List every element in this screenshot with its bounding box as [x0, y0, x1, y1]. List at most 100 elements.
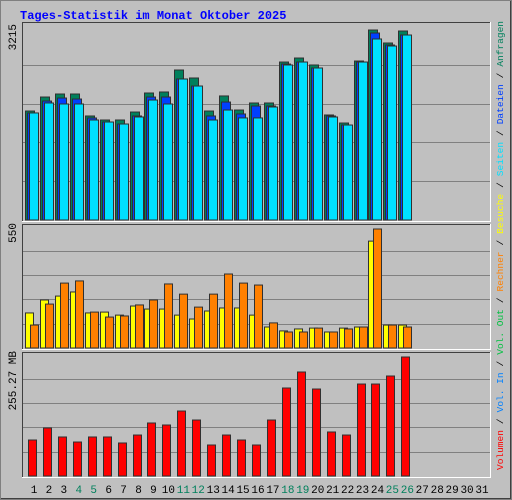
bar — [327, 431, 336, 477]
x-tick-label: 2 — [46, 485, 53, 497]
bar — [45, 303, 54, 349]
bar — [312, 388, 321, 477]
x-tick-label: 23 — [356, 485, 369, 497]
x-tick-label: 30 — [460, 485, 473, 497]
bar — [297, 371, 306, 477]
x-tick-label: 25 — [386, 485, 399, 497]
legend-entry: Vol. In — [495, 372, 506, 412]
bar — [267, 419, 276, 477]
bar — [178, 78, 188, 221]
x-tick-label: 11 — [177, 485, 191, 497]
bar — [74, 103, 84, 221]
bar — [43, 427, 52, 477]
bar — [342, 434, 351, 477]
bar — [147, 422, 156, 477]
bar — [387, 45, 397, 221]
legend-separator: / — [495, 182, 506, 188]
legend-entry: Dateien — [495, 84, 506, 124]
bar — [313, 67, 323, 221]
legend-entry: Anfragen — [495, 21, 506, 67]
legend-separator: / — [495, 360, 506, 366]
bar — [314, 327, 323, 349]
bar — [238, 117, 248, 221]
x-tick-label: 18 — [281, 485, 294, 497]
bar — [223, 109, 233, 221]
bar — [283, 64, 293, 221]
x-tick-label: 22 — [341, 485, 354, 497]
bar — [149, 299, 158, 349]
bar — [163, 103, 173, 221]
bar — [193, 85, 203, 221]
legend-entry: Seiten — [495, 142, 506, 176]
y-tick-label: 550 — [8, 223, 20, 243]
bar — [209, 293, 218, 349]
bar — [29, 112, 39, 221]
y-tick-label: 3215 — [8, 24, 20, 50]
x-tick-label: 14 — [222, 485, 236, 497]
x-tick-label: 6 — [105, 485, 112, 497]
x-tick-label: 13 — [207, 485, 220, 497]
x-tick-label: 1 — [31, 485, 38, 497]
bar — [134, 116, 144, 221]
bar — [88, 436, 97, 477]
bar — [298, 61, 308, 221]
legend: Volumen / Vol. In / Vol. Out / Rechner / Besuche… — [495, 21, 506, 470]
x-tick-label: 15 — [236, 485, 249, 497]
x-tick-label: 3 — [61, 485, 68, 497]
x-tick-label: 12 — [192, 485, 205, 497]
bar — [103, 436, 112, 477]
bar — [60, 282, 69, 349]
bar — [28, 439, 37, 477]
bar — [401, 356, 410, 477]
bar — [239, 282, 248, 349]
x-tick-label: 10 — [162, 485, 175, 497]
bar — [222, 434, 231, 477]
bar — [104, 121, 114, 221]
bar — [118, 442, 127, 477]
bar — [164, 283, 173, 349]
bar — [402, 34, 412, 221]
bar — [237, 439, 246, 477]
bar — [388, 324, 397, 349]
bar — [329, 331, 338, 349]
y-tick-label: 255.27 MB — [8, 351, 20, 411]
x-tick-label: 31 — [475, 485, 489, 497]
bar — [89, 119, 99, 221]
bar — [162, 424, 171, 477]
bar — [224, 273, 233, 349]
bar — [207, 444, 216, 477]
x-tick-label: 20 — [311, 485, 324, 497]
bar — [119, 123, 129, 221]
x-tick-label: 28 — [431, 485, 444, 497]
bar — [358, 61, 368, 221]
bar — [44, 102, 54, 221]
legend-separator: / — [495, 130, 506, 136]
bar — [268, 106, 278, 221]
bar — [253, 117, 263, 221]
bar — [328, 116, 338, 221]
x-tick-label: 26 — [401, 485, 414, 497]
bar — [194, 306, 203, 349]
x-tick-label: 21 — [326, 485, 340, 497]
x-tick-label: 19 — [296, 485, 309, 497]
bar — [30, 324, 39, 349]
legend-separator: / — [495, 297, 506, 303]
x-tick-label: 8 — [135, 485, 142, 497]
bar — [359, 326, 368, 349]
bar — [269, 322, 278, 349]
legend-entry: Vol. Out — [495, 309, 506, 355]
bar — [252, 444, 261, 477]
bar — [403, 326, 412, 349]
legend-separator: / — [495, 240, 506, 246]
bar — [59, 103, 69, 221]
bar — [344, 328, 353, 349]
bar — [357, 383, 366, 477]
bar — [192, 419, 201, 477]
bar — [120, 315, 129, 349]
bar — [373, 228, 382, 349]
bar — [282, 387, 291, 477]
x-tick-label: 7 — [120, 485, 127, 497]
bar — [133, 434, 142, 477]
bar — [372, 38, 382, 221]
